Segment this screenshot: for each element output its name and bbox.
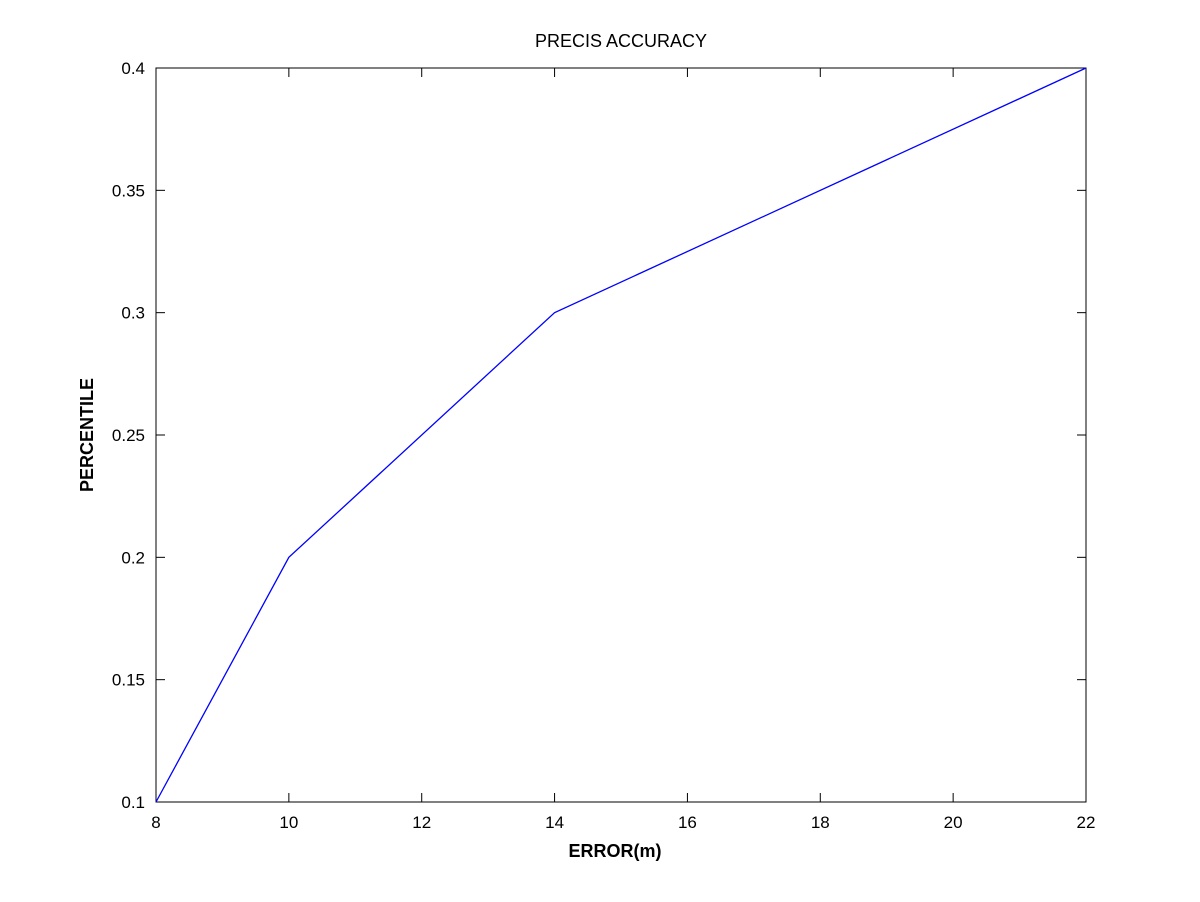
y-axis-label: PERCENTILE [77,378,97,492]
x-tick-label: 16 [678,813,697,832]
y-tick-label: 0.15 [112,671,145,690]
x-tick-label: 12 [412,813,431,832]
x-axis-ticks: 8 10 12 14 16 18 20 22 [151,68,1095,832]
x-tick-label: 10 [279,813,298,832]
y-axis-ticks: 0.1 0.15 0.2 0.25 0.3 0.35 0.4 [112,59,1086,812]
y-tick-label: 0.1 [121,793,145,812]
x-tick-label: 18 [811,813,830,832]
y-tick-label: 0.2 [121,548,145,567]
y-tick-label: 0.4 [121,59,145,78]
x-tick-label: 20 [944,813,963,832]
series-layer [155,67,1087,803]
y-tick-label: 0.3 [121,304,145,323]
series-line [155,67,1087,803]
x-tick-label: 14 [545,813,564,832]
plot-area: 8 10 12 14 16 18 20 22 0.1 0.15 0.2 0.25 0.3 0.35 0.4 [112,59,1096,832]
x-axis-label: ERROR(m) [569,841,662,861]
chart-title: PRECIS ACCURACY [535,31,707,51]
x-tick-label: 8 [151,813,160,832]
plot-frame [155,67,1087,803]
y-tick-label: 0.35 [112,181,145,200]
y-tick-label: 0.25 [112,426,145,445]
x-tick-label: 22 [1077,813,1096,832]
